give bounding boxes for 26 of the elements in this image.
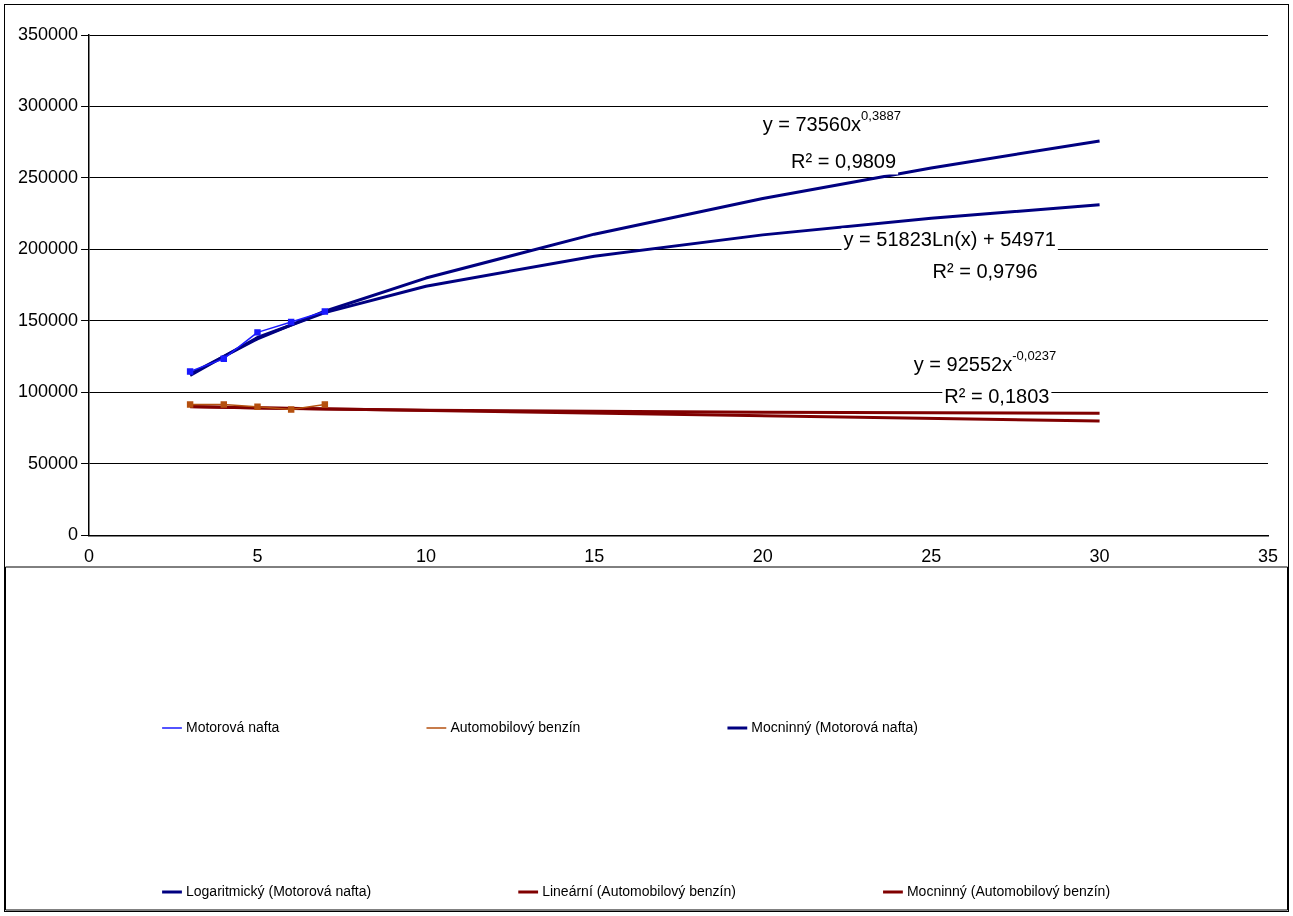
y-tick-label: 350000 [17, 23, 79, 44]
legend-label: Mocninný (Automobilový benzín) [906, 882, 1111, 899]
legend-label: Mocninný (Motorová nafta) [751, 718, 918, 735]
annotation: R² = 0,1803 [944, 385, 1050, 408]
y-tick-label: 50000 [28, 452, 79, 473]
x-tick-label: 0 [84, 546, 95, 567]
y-tick-label: 150000 [17, 309, 79, 330]
x-tick-label: 35 [1257, 546, 1279, 567]
y-tick-label: 250000 [17, 166, 79, 187]
annotation: R² = 0,9796 [932, 260, 1038, 283]
legend-label: Automobilový benzín [450, 718, 581, 735]
legend-label: Motorová nafta [186, 718, 280, 735]
x-tick-label: 5 [252, 546, 263, 567]
y-tick-label: 200000 [17, 238, 79, 259]
x-tick-label: 30 [1089, 546, 1110, 567]
x-tick-label: 15 [584, 546, 605, 567]
x-tick-label: 25 [921, 546, 942, 567]
legend-label: Logaritmický (Motorová nafta) [186, 882, 372, 899]
y-tick-label: 100000 [17, 381, 79, 402]
annotation: y = 51823Ln(x) + 54971 [843, 227, 1056, 250]
annotation: R² = 0,9809 [791, 150, 897, 173]
legend-label: Lineární (Automobilový benzín) [542, 882, 736, 899]
y-tick-label: 300000 [17, 95, 79, 116]
x-tick-label: 10 [415, 546, 436, 567]
y-tick-label: 0 [68, 524, 79, 545]
x-tick-label: 20 [752, 546, 773, 567]
